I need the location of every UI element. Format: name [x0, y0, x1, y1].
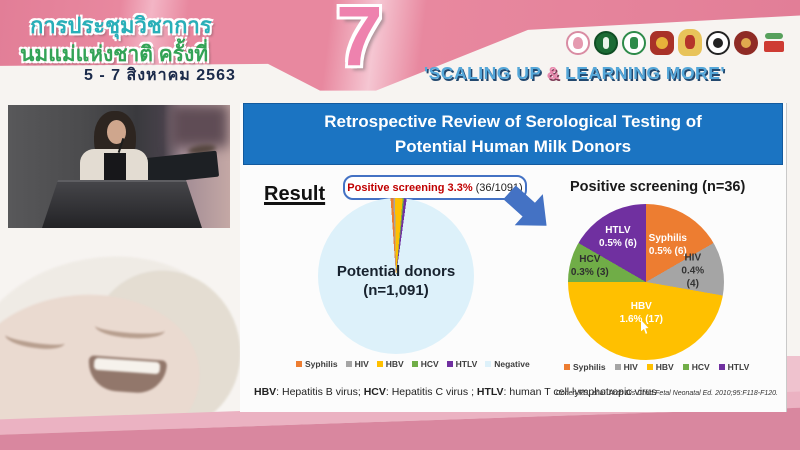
callout-highlight: Positive screening 3.3% [347, 181, 473, 194]
legend-label: HBV [385, 359, 404, 369]
slide-title-line2: Potential Human Milk Donors [394, 137, 632, 156]
legend-swatch-icon [718, 364, 725, 370]
legend-item-hbv: HBV [646, 362, 674, 372]
legend-swatch-icon [376, 361, 383, 367]
footnote-def-hbv: : Hepatitis B virus; [276, 386, 364, 398]
pie-center-label-line2: (n=1,091) [363, 282, 429, 299]
slogan-post: LEARNING MORE' [559, 63, 726, 83]
pie-slice-label-hcv: HCV 0.3% (3) [570, 254, 609, 279]
legend-item-syphilis: Syphilis [296, 359, 338, 369]
legend-label: Syphilis [573, 362, 606, 372]
podium [42, 180, 202, 228]
thai-health-sss-logo-icon [762, 31, 786, 55]
conference-dates: 5 - 7 สิงหาคม 2563 [84, 67, 236, 84]
conference-banner: การประชุมวิชาการ นมแม่แห่งชาติ ครั้งที่ … [0, 0, 800, 103]
pie-center-label: Potential donors (n=1,091) [318, 198, 474, 354]
footnote-term-htlv: HTLV [476, 386, 504, 398]
pie-center-label-line1: Potential donors [336, 262, 456, 280]
royal-college-logo-icon [734, 30, 758, 55]
legend-label: HIV [623, 362, 638, 372]
pie-chart-positive-screening: Syphilis 0.5% (6) HIV 0.4% (4) HBV 1.6% (1… [568, 204, 724, 360]
footnote-term-hbv: HBV [254, 386, 277, 398]
pie-slice-label-hbv: HBV 1.6% (17) [619, 301, 663, 326]
legend-label: HIV [354, 359, 369, 369]
conference-slogan: 'SCALING UP & LEARNING MORE' [352, 63, 797, 84]
legend-swatch-icon [411, 361, 418, 367]
presenter-face [107, 120, 126, 144]
legend-label: Negative [494, 359, 530, 369]
footnote-def-htlv: : human T cell lymphotropic virus [503, 386, 657, 398]
legend-item-htlv: HTLV [718, 362, 750, 372]
pie-slice-label-syphilis: Syphilis 0.5% (6) [648, 232, 688, 257]
legend-swatch-icon [614, 364, 621, 370]
pie-slice-label-htlv: HTLV 0.5% (6) [599, 224, 637, 249]
legend-item-hbv: HBV [376, 359, 404, 369]
presenter-video-feed [8, 105, 230, 228]
presentation-slide: Retrospective Review of Serological Test… [240, 103, 787, 412]
legend-swatch-icon [446, 361, 453, 367]
pie-chart-potential-donors: Potential donors (n=1,091) [318, 198, 474, 354]
green-health-dept-logo-icon [594, 30, 618, 55]
mouse-cursor [641, 320, 649, 334]
reference-citation: Cohen RS, et al. Arch Dis Child Fetal Ne… [555, 390, 778, 397]
legend-positive-screening: Syphilis HIV HBV HCV HTLV [564, 362, 749, 372]
conference-title-line1: การประชุมวิชาการ [30, 13, 212, 38]
edition-number: 7 [336, 0, 383, 83]
legend-swatch-icon [296, 361, 302, 367]
slogan-ampersand: & [546, 63, 560, 83]
slide-title-line1: Retrospective Review of Serological Test… [324, 111, 702, 131]
positive-screening-callout: Positive screening 3.3% (36/1091) [343, 175, 527, 200]
thai-red-gold-emblem-logo-icon [650, 30, 674, 55]
university-seal-logo-icon [706, 30, 730, 55]
legend-label: Syphilis [305, 359, 338, 369]
mother-child-foundation-logo-icon [566, 30, 590, 55]
footnote-term-hcv: HCV [363, 386, 386, 398]
legend-label: HTLV [727, 362, 750, 372]
legend-item-negative: Negative [485, 359, 530, 369]
slogan-pre: 'SCALING UP [423, 63, 547, 83]
footnote-def-hcv: : Hepatitis C virus ; [385, 386, 477, 398]
projection-screen [170, 105, 228, 147]
legend-label: HCV [691, 362, 710, 372]
legend-potential-donors: Syphilis HIV HBV HCV HTLV Negative [296, 359, 530, 369]
slide-title-box: Retrospective Review of Serological Test… [243, 103, 783, 165]
callout-detail: (36/1091) [475, 181, 523, 194]
sponsor-logos-row [566, 29, 786, 56]
legend-swatch-icon [682, 364, 689, 370]
legend-swatch-icon [564, 364, 570, 370]
abbreviation-footnote: HBV: Hepatitis B virus; HCV: Hepatitis C… [254, 386, 657, 398]
legend-item-hiv: HIV [614, 362, 638, 372]
legend-swatch-icon [646, 364, 653, 370]
legend-swatch-icon [345, 361, 352, 367]
pie-chart-title: Positive screening (n=36) [570, 179, 746, 195]
legend-item-hcv: HCV [682, 362, 710, 372]
legend-label: HBV [655, 362, 674, 372]
legend-item-htlv: HTLV [446, 359, 478, 369]
legend-item-hcv: HCV [411, 359, 439, 369]
legend-label: HTLV [455, 359, 478, 369]
legend-swatch-icon [485, 361, 492, 367]
royal-crest-logo-icon [678, 29, 702, 56]
pie-slice-label-hiv: HIV 0.4% (4) [681, 252, 705, 290]
legend-item-syphilis: Syphilis [564, 362, 606, 372]
legend-item-hiv: HIV [345, 359, 369, 369]
conference-title-line2: นมแม่แห่งชาติ ครั้งที่ [20, 43, 209, 66]
legend-label: HCV [420, 359, 439, 369]
result-heading: Result [264, 183, 326, 205]
medical-council-logo-icon [622, 30, 646, 55]
